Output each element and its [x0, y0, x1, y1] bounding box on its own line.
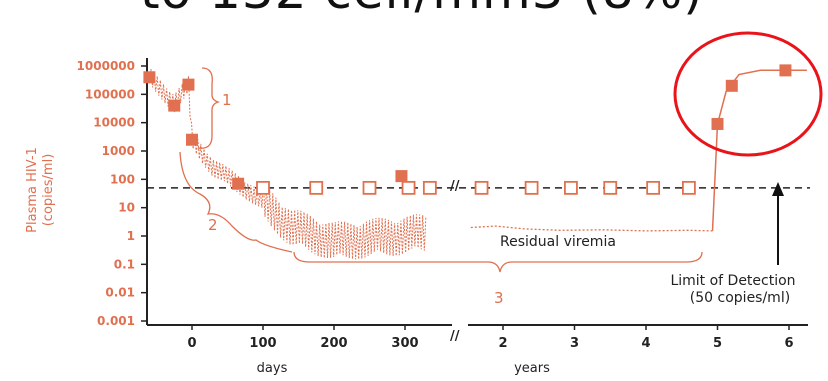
axis-break-upper: // [450, 179, 460, 194]
lod-arrow-head [772, 182, 784, 196]
highlight-circle [673, 31, 823, 157]
data-point-detected [232, 177, 245, 190]
phase1-brace [197, 67, 221, 149]
y-tick-label: 10 [118, 201, 135, 215]
data-point-undetectable [256, 180, 270, 195]
data-point-detected [725, 79, 738, 92]
phase3-label: 3 [494, 289, 504, 307]
y-tick-label: 100 [110, 172, 135, 186]
data-point-detected [779, 64, 792, 77]
x-tick-label-years: 4 [641, 336, 650, 351]
lod-label-line2: (50 copies/ml) [690, 290, 790, 306]
x-axis-label-years: years [514, 361, 550, 376]
x-tick-label-years: 3 [570, 336, 579, 351]
y-axis-label: Plasma HIV-1 (copies/ml) [25, 147, 56, 233]
data-point-detected [182, 78, 195, 91]
axis-break-lower: // [450, 329, 460, 344]
phase2-brace [179, 151, 293, 253]
data-point-undetectable [309, 180, 324, 195]
data-point-undetectable [474, 180, 489, 195]
y-tick-label: 10000 [93, 116, 135, 130]
viral-load-trace-days [148, 69, 427, 260]
data-point-undetectable [422, 180, 437, 195]
y-axis-label-line1: Plasma HIV-1 [25, 147, 40, 233]
viral-load-trace-years [470, 225, 713, 232]
rebound-curve [711, 69, 807, 231]
data-point-undetectable [682, 180, 696, 195]
y-tick-label: 0.1 [114, 257, 135, 271]
data-point-undetectable [362, 180, 377, 195]
x-tick-label-years: 5 [713, 336, 722, 351]
data-point-undetectable [524, 180, 539, 195]
data-point-detected [186, 133, 198, 146]
x-tick-label-days: 0 [187, 336, 196, 351]
slide-header-text: to 132 cell/mm3 (8%) [140, 0, 704, 20]
lod-label-line1: Limit of Detection [670, 273, 795, 289]
data-point-undetectable [564, 180, 578, 195]
y-tick-label: 0.001 [97, 314, 135, 328]
x-tick-label-days: 200 [320, 336, 347, 351]
y-tick-label: 0.01 [105, 286, 135, 300]
data-point-detected [395, 170, 408, 183]
x-tick-label-days: 300 [391, 336, 418, 351]
data-point-detected [143, 71, 156, 84]
x-axis-label-days: days [257, 361, 288, 376]
y-tick-label: 1000000 [77, 59, 135, 73]
x-tick-label-years: 6 [784, 336, 793, 351]
data-point-detected [168, 99, 181, 112]
y-tick-label: 100000 [85, 87, 135, 101]
y-tick-label: 1000 [102, 144, 135, 158]
residual-viremia-label: Residual viremia [500, 234, 616, 250]
data-point-undetectable [646, 180, 661, 195]
x-tick-label-days: 100 [249, 336, 276, 351]
data-point-detected [711, 117, 724, 130]
phase1-label: 1 [222, 91, 232, 109]
data-point-undetectable [401, 180, 416, 195]
y-tick-label: 1 [127, 229, 135, 243]
phase2-label: 2 [208, 216, 218, 234]
x-tick-label-years: 2 [498, 336, 507, 351]
phase3-brace [293, 251, 703, 273]
y-axis-label-line2: (copies/ml) [41, 154, 56, 227]
data-point-undetectable [603, 180, 618, 195]
